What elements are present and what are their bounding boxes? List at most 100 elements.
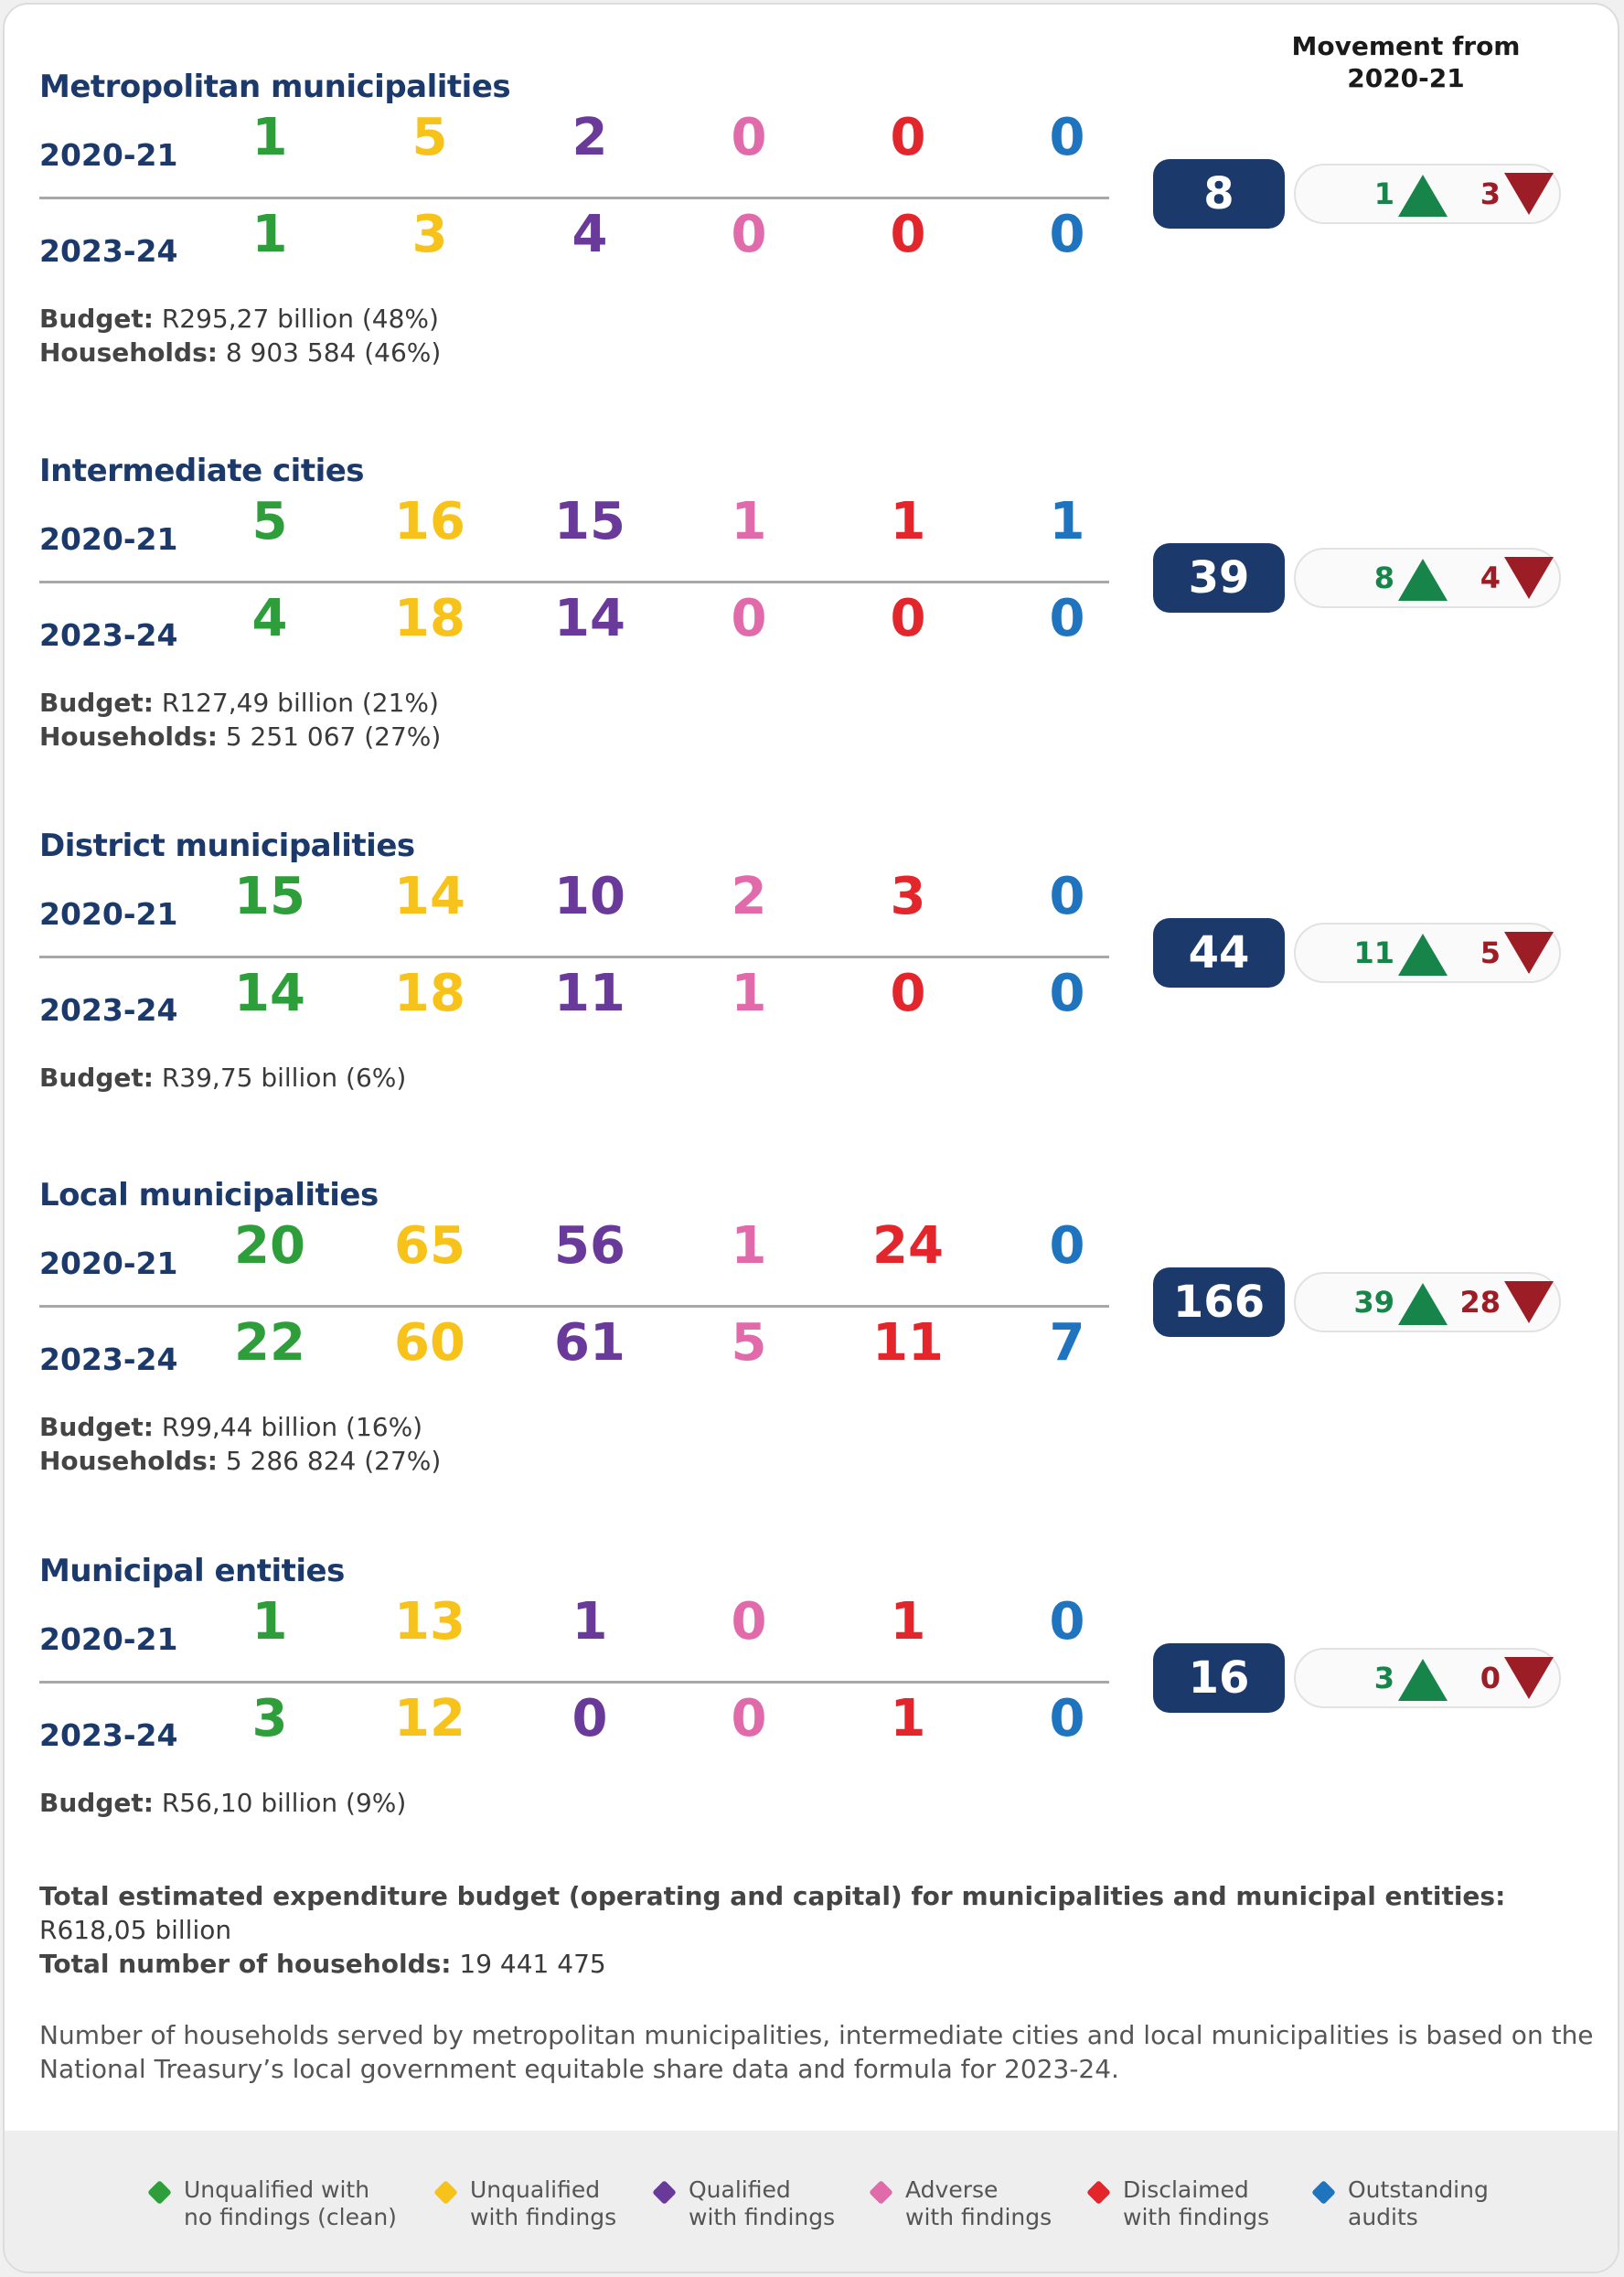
regressed-count: 3 bbox=[1480, 176, 1501, 211]
value-outstanding: 0 bbox=[1049, 867, 1085, 926]
movement-pill: 3 0 bbox=[1294, 1648, 1561, 1708]
section-title: Municipal entities bbox=[39, 1553, 345, 1589]
value-outstanding: 0 bbox=[1049, 964, 1085, 1023]
value-disclaimed: 11 bbox=[872, 1313, 944, 1373]
budget-label: Budget: bbox=[39, 688, 154, 718]
total-badge: 166 bbox=[1153, 1267, 1285, 1337]
arrow-up-icon bbox=[1398, 1659, 1448, 1701]
budget-line: Budget: R39,75 billion (6%) bbox=[39, 1061, 406, 1096]
value-unqualified-findings: 14 bbox=[394, 867, 465, 926]
section-municipal-entities: Municipal entities 2020-21 1 13 1 0 1 0 … bbox=[5, 1553, 1618, 1882]
budget-label: Budget: bbox=[39, 1788, 154, 1818]
value-qualified: 10 bbox=[554, 867, 625, 926]
row-divider bbox=[39, 581, 1109, 583]
diamond-icon bbox=[1311, 2180, 1336, 2205]
arrow-down-icon bbox=[1504, 1281, 1554, 1323]
movement-header-line1: Movement from bbox=[1291, 31, 1521, 61]
households-value: 5 251 067 (27%) bbox=[217, 722, 442, 752]
budget-line: Budget: R127,49 billion (21%) bbox=[39, 686, 439, 721]
total-badge: 39 bbox=[1153, 543, 1285, 613]
budget-label: Budget: bbox=[39, 1412, 154, 1442]
value-adverse: 0 bbox=[731, 205, 767, 264]
budget-label: Budget: bbox=[39, 304, 154, 334]
section-title: Metropolitan municipalities bbox=[39, 69, 511, 105]
row-divider bbox=[39, 956, 1109, 958]
arrow-down-icon bbox=[1504, 173, 1554, 215]
value-qualified: 61 bbox=[554, 1313, 625, 1373]
arrow-up-icon bbox=[1398, 934, 1448, 976]
year-label: 2023-24 bbox=[39, 1717, 178, 1753]
legend-item-outstanding: Outstanding audits bbox=[1311, 2176, 1489, 2231]
value-clean: 5 bbox=[251, 492, 288, 551]
row-divider bbox=[39, 197, 1109, 199]
value-qualified: 56 bbox=[554, 1216, 625, 1276]
value-outstanding: 0 bbox=[1049, 1216, 1085, 1276]
movement-pill: 11 5 bbox=[1294, 923, 1561, 983]
arrow-up-icon bbox=[1398, 1283, 1448, 1325]
legend-label-line: audits bbox=[1348, 2204, 1418, 2230]
value-adverse: 5 bbox=[731, 1313, 767, 1373]
movement-header-line2: 2020-21 bbox=[1347, 63, 1465, 93]
total-budget-label: Total estimated expenditure budget (oper… bbox=[39, 1881, 1506, 1911]
value-disclaimed: 0 bbox=[890, 589, 926, 648]
value-adverse: 0 bbox=[731, 589, 767, 648]
value-qualified: 0 bbox=[572, 1689, 608, 1748]
value-adverse: 0 bbox=[731, 1592, 767, 1652]
arrow-down-icon bbox=[1504, 1657, 1554, 1699]
value-qualified: 14 bbox=[554, 589, 625, 648]
diamond-icon bbox=[652, 2180, 677, 2205]
value-outstanding: 1 bbox=[1049, 492, 1085, 551]
value-unqualified-findings: 3 bbox=[411, 205, 448, 264]
legend-label-line: Disclaimed bbox=[1123, 2176, 1249, 2203]
value-disclaimed: 1 bbox=[890, 1592, 926, 1652]
value-adverse: 1 bbox=[731, 1216, 767, 1276]
budget-value: R39,75 billion (6%) bbox=[153, 1063, 407, 1093]
budget-value: R99,44 billion (16%) bbox=[153, 1412, 423, 1442]
year-label: 2023-24 bbox=[39, 992, 178, 1028]
section-title: Intermediate cities bbox=[39, 453, 365, 489]
budget-line: Budget: R99,44 billion (16%) bbox=[39, 1410, 422, 1445]
value-outstanding: 0 bbox=[1049, 205, 1085, 264]
households-label: Households: bbox=[39, 337, 218, 368]
footnote: Number of households served by metropoli… bbox=[39, 2020, 1594, 2084]
improved-count: 11 bbox=[1353, 935, 1394, 970]
row-divider bbox=[39, 1305, 1109, 1308]
total-badge: 8 bbox=[1153, 159, 1285, 229]
legend-item-disclaimed: Disclaimed with findings bbox=[1086, 2176, 1269, 2231]
total-budget-value: R618,05 billion bbox=[39, 1915, 232, 1945]
diamond-icon bbox=[147, 2180, 172, 2205]
audit-outcomes-card: Movement from 2020-21 Metropolitan munic… bbox=[3, 3, 1619, 2273]
improved-count: 1 bbox=[1373, 176, 1394, 211]
legend-item-unqualified-findings: Unqualified with findings bbox=[433, 2176, 616, 2231]
year-label: 2020-21 bbox=[39, 1245, 178, 1281]
row-divider bbox=[39, 1681, 1109, 1684]
year-label: 2023-24 bbox=[39, 1342, 178, 1377]
budget-line: Budget: R56,10 billion (9%) bbox=[39, 1786, 406, 1821]
value-disclaimed: 1 bbox=[890, 492, 926, 551]
value-unqualified-findings: 13 bbox=[394, 1592, 465, 1652]
value-clean: 1 bbox=[251, 108, 288, 167]
households-line: Households: 8 903 584 (46%) bbox=[39, 336, 441, 370]
improved-count: 39 bbox=[1353, 1285, 1394, 1320]
value-clean: 15 bbox=[234, 867, 305, 926]
households-label: Households: bbox=[39, 722, 218, 752]
value-clean: 4 bbox=[251, 589, 288, 648]
legend-label-line: with findings bbox=[905, 2204, 1052, 2230]
legend-label-line: with findings bbox=[689, 2204, 836, 2230]
movement-pill: 39 28 bbox=[1294, 1272, 1561, 1332]
value-disclaimed: 3 bbox=[890, 867, 926, 926]
value-qualified: 11 bbox=[554, 964, 625, 1023]
year-label: 2020-21 bbox=[39, 1621, 178, 1657]
budget-value: R56,10 billion (9%) bbox=[153, 1788, 407, 1818]
total-households-label: Total number of households: bbox=[39, 1949, 452, 1979]
value-adverse: 1 bbox=[731, 492, 767, 551]
value-clean: 3 bbox=[251, 1689, 288, 1748]
legend-label-line: Qualified bbox=[689, 2176, 791, 2203]
year-label: 2023-24 bbox=[39, 233, 178, 269]
arrow-up-icon bbox=[1398, 559, 1448, 601]
section-district: District municipalities 2020-21 15 14 10… bbox=[5, 828, 1618, 1157]
regressed-count: 4 bbox=[1480, 561, 1501, 595]
legend: Unqualified with no findings (clean) Unq… bbox=[5, 2131, 1618, 2272]
budget-value: R295,27 billion (48%) bbox=[153, 304, 439, 334]
value-qualified: 15 bbox=[554, 492, 625, 551]
